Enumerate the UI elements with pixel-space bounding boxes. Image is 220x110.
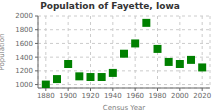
svg-text:1980: 1980 — [149, 92, 167, 100]
svg-text:1940: 1940 — [104, 92, 122, 100]
svg-text:1960: 1960 — [126, 92, 144, 100]
svg-text:1400: 1400 — [15, 54, 33, 62]
svg-text:2020: 2020 — [193, 92, 211, 100]
svg-text:1900: 1900 — [59, 92, 77, 100]
svg-text:1200: 1200 — [15, 67, 33, 75]
svg-text:1000: 1000 — [15, 81, 33, 89]
svg-text:2000: 2000 — [171, 92, 189, 100]
svg-text:2000: 2000 — [15, 12, 33, 20]
html-text:Population of Fayette, Iowa: Population of Fayette, Iowa — [40, 1, 180, 11]
svg-text:1880: 1880 — [37, 92, 55, 100]
svg-text:1800: 1800 — [15, 26, 33, 34]
svg-text:1600: 1600 — [15, 40, 33, 48]
svg-text:Census Year: Census Year — [103, 104, 146, 110]
svg-text:1920: 1920 — [82, 92, 100, 100]
